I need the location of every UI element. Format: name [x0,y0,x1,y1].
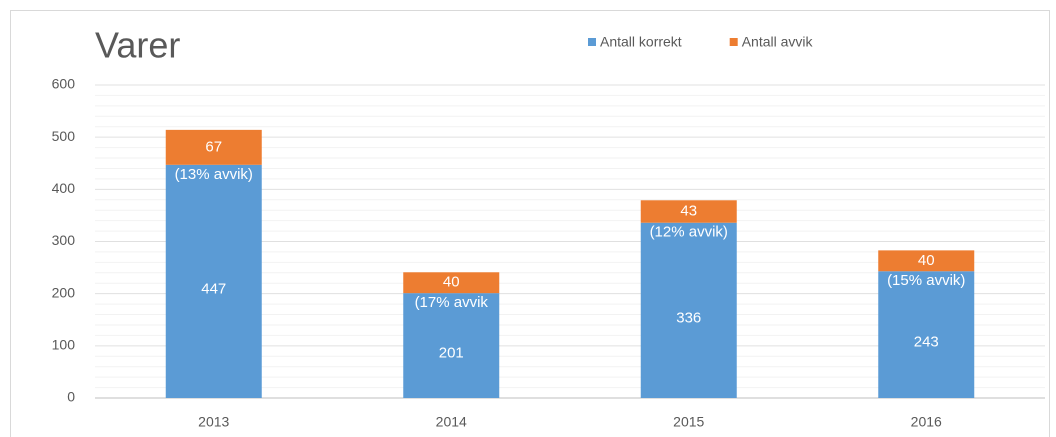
annotation: (17% avvik [415,294,489,311]
y-tick-label: 100 [52,337,76,353]
bar-segment [640,222,737,398]
x-tick-label: 2015 [673,414,704,430]
y-tick-label: 400 [52,180,76,196]
x-tick-label: 2016 [911,414,942,430]
value-label: 201 [439,345,464,362]
annotation: (12% avvik) [650,224,728,241]
value-label: 243 [914,334,939,351]
legend-swatch [588,38,596,46]
value-label: 447 [201,280,226,297]
bar-segment [403,293,500,398]
y-tick-label: 500 [52,128,76,144]
bar-segment [878,250,975,272]
x-tick-label: 2013 [198,414,229,430]
value-label: 40 [918,252,935,269]
annotation: (15% avvik) [887,272,965,289]
bar-segment [640,200,737,223]
y-tick-label: 600 [52,76,76,92]
y-tick-label: 0 [67,389,75,405]
bar-segment [165,164,262,398]
value-label: 40 [443,274,460,291]
chart-frame [10,10,1050,437]
legend-label: Antall avvik [742,34,814,50]
x-tick-label: 2014 [436,414,467,430]
y-tick-label: 200 [52,284,76,300]
bar-segment [165,129,262,165]
value-label: 336 [676,309,701,326]
bar-segment [878,271,975,398]
legend-label: Antall korrekt [600,34,682,50]
value-label: 67 [205,138,222,155]
annotation: (13% avvik) [175,166,253,183]
y-tick-label: 300 [52,232,76,248]
chart-title: Varer [95,25,180,66]
value-label: 43 [680,202,697,219]
bar-segment [403,272,500,294]
legend-swatch [729,38,738,46]
